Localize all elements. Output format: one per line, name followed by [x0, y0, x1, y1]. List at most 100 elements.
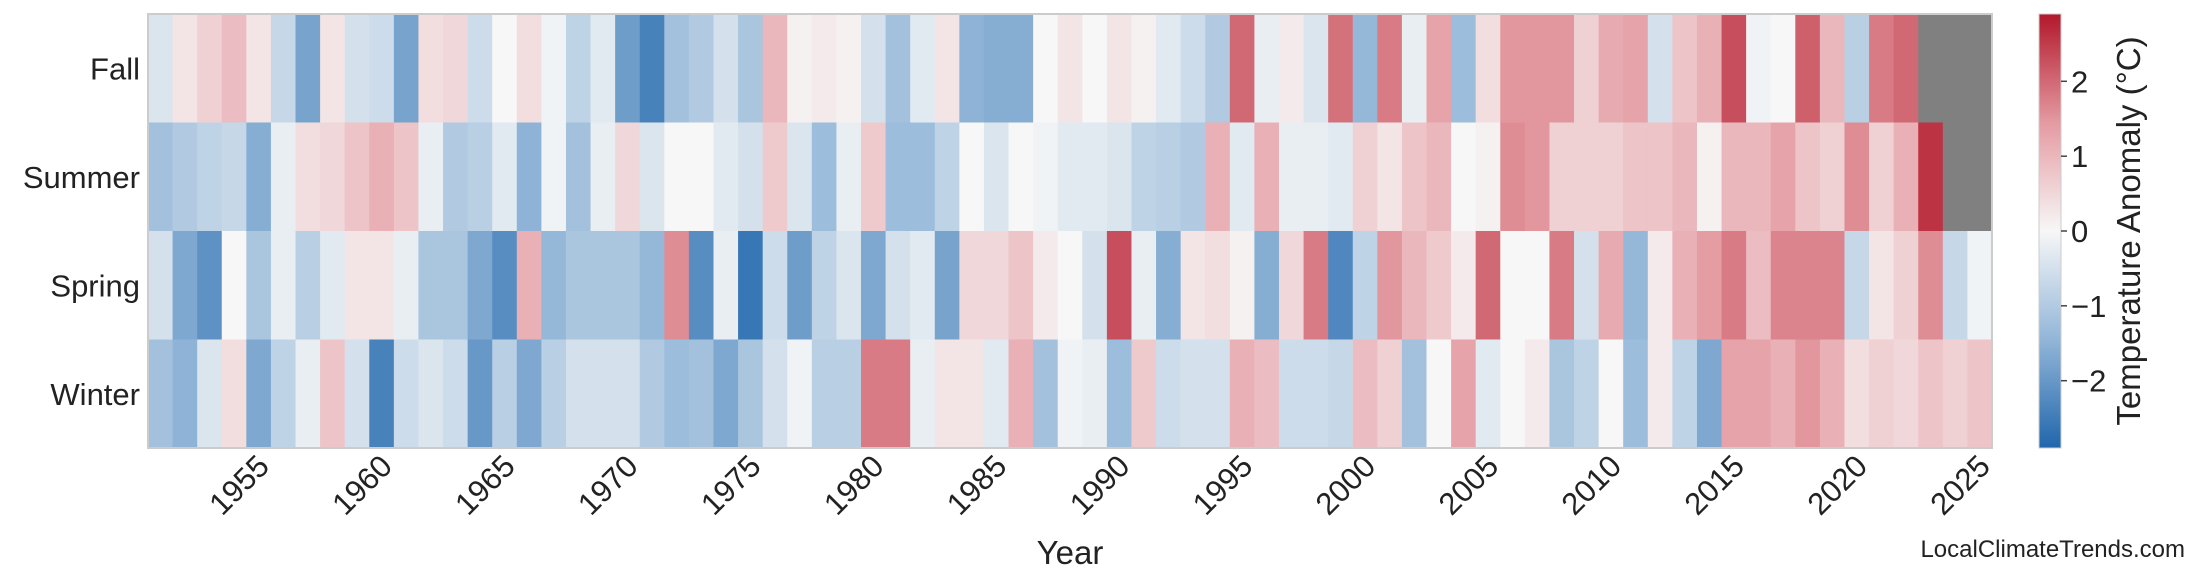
- heatmap-cell-spring-2003: [1426, 231, 1452, 341]
- heatmap-cell-winter-1986: [1008, 339, 1034, 449]
- heatmap-cell-fall-2019: [1819, 14, 1846, 124]
- heatmap-cell-spring-1964: [467, 231, 493, 341]
- heatmap-cell-winter-2016: [1746, 339, 1772, 449]
- x-tick-labels: 1955 1960 1965 1970 1975 1980 1985 1990 1995 2000…: [202, 448, 1997, 522]
- heatmap-cell-summer-1962: [418, 122, 444, 232]
- heatmap-cell-fall-1972: [664, 14, 690, 124]
- heatmap-cell-fall-1971: [639, 14, 665, 124]
- heatmap-cell-fall-1963: [443, 14, 469, 124]
- heatmap-cell-spring-2005: [1475, 231, 1501, 341]
- heatmap-cell-fall-1983: [934, 14, 960, 124]
- heatmap-cell-spring-2015: [1721, 231, 1747, 341]
- heatmap-cell-winter-2025: [1967, 339, 1993, 449]
- heatmap-cell-summer-1989: [1082, 122, 1108, 232]
- x-tick-1960: 1960: [325, 448, 399, 522]
- heatmap-cell-winter-2014: [1696, 339, 1723, 449]
- heatmap-cell-summer-2012: [1647, 122, 1673, 232]
- heatmap-cell-fall-1969: [590, 14, 616, 124]
- x-tick-2005: 2005: [1432, 448, 1506, 522]
- heatmap-cell-spring-2019: [1819, 231, 1846, 341]
- heatmap-cell-summer-1968: [565, 122, 592, 232]
- heatmap-cell-winter-1982: [910, 339, 936, 449]
- heatmap-cell-fall-2014: [1696, 14, 1723, 124]
- heatmap-cell-fall-1987: [1033, 14, 1059, 124]
- heatmap-cell-winter-1970: [615, 339, 641, 449]
- heatmap-cell-summer-2010: [1598, 122, 1624, 232]
- heatmap-cell-fall-1977: [787, 14, 813, 124]
- heatmap-cell-summer-1959: [344, 122, 370, 232]
- heatmap-cell-fall-2006: [1500, 14, 1526, 124]
- heatmap-cell-fall-1960: [369, 14, 395, 124]
- heatmap-cell-spring-1973: [688, 231, 715, 341]
- heatmap-cell-summer-1951: [148, 122, 174, 232]
- heatmap-cell-spring-2008: [1549, 231, 1575, 341]
- heatmap-cell-winter-1967: [541, 339, 567, 449]
- heatmap-cell-spring-1982: [910, 231, 936, 341]
- heatmap-cell-fall-1953: [197, 14, 223, 124]
- heatmap-cell-winter-2008: [1549, 339, 1575, 449]
- heatmap-cell-summer-2024: [1942, 122, 1969, 232]
- heatmap-cell-fall-1993: [1180, 14, 1206, 124]
- heatmap-cell-summer-1971: [639, 122, 665, 232]
- heatmap-cell-winter-2009: [1574, 339, 1600, 449]
- heatmap-cell-fall-1994: [1205, 14, 1231, 124]
- heatmap-cell-winter-1954: [221, 339, 247, 449]
- heatmap-cell-winter-1955: [246, 339, 272, 449]
- heatmap-cell-spring-2017: [1770, 231, 1796, 341]
- x-tick-1955: 1955: [202, 448, 276, 522]
- heatmap-cell-summer-2005: [1475, 122, 1501, 232]
- heatmap-cell-summer-1973: [688, 122, 715, 232]
- heatmap-cell-fall-1965: [492, 14, 518, 124]
- heatmap-cell-winter-1993: [1180, 339, 1206, 449]
- heatmap-cell-winter-1963: [443, 339, 469, 449]
- heatmap-cell-spring-1985: [983, 231, 1010, 341]
- heatmap-cell-spring-1961: [393, 231, 420, 341]
- colorbar-tick-label: −1: [2071, 289, 2106, 324]
- heatmap-cell-fall-2021: [1869, 14, 1895, 124]
- heatmap-cell-spring-2004: [1451, 231, 1477, 341]
- heatmap-cell-spring-1988: [1057, 231, 1083, 341]
- heatmap-cell-spring-1951: [148, 231, 174, 341]
- heatmap-cell-summer-1994: [1205, 122, 1231, 232]
- heatmap-cell-winter-2021: [1869, 339, 1895, 449]
- heatmap-cell-summer-1990: [1106, 122, 1133, 232]
- heatmap-cell-fall-2007: [1524, 14, 1551, 124]
- colorbar-tick-label: 1: [2071, 139, 2088, 174]
- heatmap-cell-winter-2024: [1942, 339, 1969, 449]
- heatmap-cell-winter-1968: [565, 339, 592, 449]
- heatmap-cell-winter-1981: [885, 339, 911, 449]
- heatmap-cell-winter-1984: [959, 339, 985, 449]
- heatmap-cell-winter-2018: [1795, 339, 1821, 449]
- heatmap-cell-summer-1955: [246, 122, 272, 232]
- heatmap-cell-spring-1974: [713, 231, 739, 341]
- heatmap-cell-winter-2012: [1647, 339, 1673, 449]
- heatmap-cell-spring-2021: [1869, 231, 1895, 341]
- heatmap-cell-fall-2023: [1918, 14, 1944, 124]
- heatmap-cell-fall-2010: [1598, 14, 1624, 124]
- heatmap-cell-fall-1985: [983, 14, 1010, 124]
- heatmap-cell-winter-1985: [983, 339, 1010, 449]
- heatmap-cell-spring-1955: [246, 231, 272, 341]
- heatmap-cell-winter-2017: [1770, 339, 1796, 449]
- heatmap-cell-spring-1956: [270, 231, 297, 341]
- heatmap-cell-fall-1967: [541, 14, 567, 124]
- heatmap-cell-spring-1993: [1180, 231, 1206, 341]
- heatmap-cell-winter-2006: [1500, 339, 1526, 449]
- heatmap-cell-fall-1982: [910, 14, 936, 124]
- heatmap-cell-spring-2009: [1574, 231, 1600, 341]
- heatmap-cell-spring-1994: [1205, 231, 1231, 341]
- colorbar-label: Temperature Anomaly (°C): [2110, 36, 2147, 425]
- heatmap-cell-spring-2002: [1401, 231, 1428, 341]
- heatmap-cell-spring-1963: [443, 231, 469, 341]
- heatmap-cell-fall-2018: [1795, 14, 1821, 124]
- heatmap-cell-fall-1997: [1278, 14, 1305, 124]
- x-axis-label: Year: [1037, 534, 1104, 571]
- heatmap-cell-summer-2008: [1549, 122, 1575, 232]
- heatmap-cell-summer-1996: [1254, 122, 1280, 232]
- heatmap-cell-spring-1999: [1328, 231, 1354, 341]
- heatmap-cell-spring-1977: [787, 231, 813, 341]
- x-tick-2010: 2010: [1555, 448, 1629, 522]
- x-tick-1980: 1980: [817, 448, 891, 522]
- heatmap-cell-summer-1960: [369, 122, 395, 232]
